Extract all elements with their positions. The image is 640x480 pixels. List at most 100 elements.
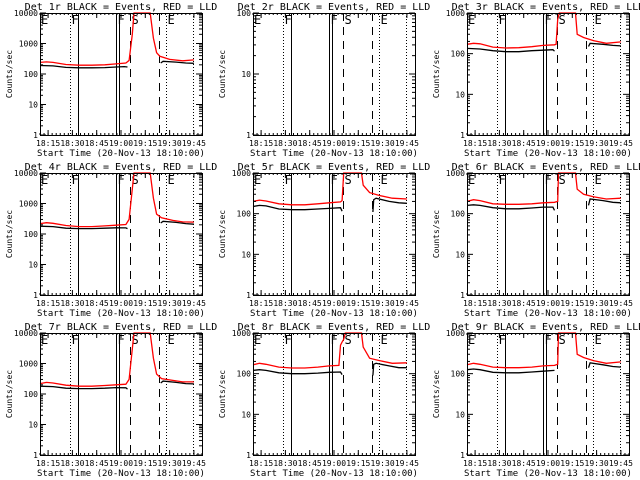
y-tick-label: 1 [460, 131, 465, 140]
x-axis-title: Start Time (20-Nov-13 18:10:00) [464, 469, 632, 479]
series-line-events [466, 198, 621, 211]
y-tick-label: 10 [241, 250, 251, 259]
x-axis-title: Start Time (20-Nov-13 18:10:00) [37, 309, 205, 319]
plot-title: Det 6r BLACK = Events, RED = LLD [452, 162, 640, 173]
marker-label: F [499, 333, 506, 347]
y-tick-label: 1 [460, 451, 465, 460]
y-tick-label: 100 [24, 70, 39, 79]
x-tick-label: 18:30 [273, 459, 297, 468]
x-tick-label: 19:45 [609, 299, 633, 308]
y-axis-title: Counts/sec [218, 210, 227, 258]
series-line-events [252, 197, 407, 213]
y-tick-label: 1 [33, 291, 38, 300]
y-tick-label: 1000 [446, 329, 465, 338]
x-axis-title: Start Time (20-Nov-13 18:10:00) [37, 469, 205, 479]
x-tick-label: 19:45 [182, 459, 206, 468]
x-tick-label: 18:45 [85, 299, 109, 308]
series-line-lld [39, 332, 194, 387]
y-tick-label: 1000 [232, 329, 251, 338]
marker-label-start: E [468, 13, 475, 27]
series-line-lld [252, 172, 407, 206]
marker-label: F [499, 173, 506, 187]
x-tick-label: 19:30 [371, 299, 395, 308]
x-tick-label: 19:15 [346, 459, 370, 468]
x-tick-label: 19:30 [585, 459, 609, 468]
x-tick-label: 19:30 [158, 299, 182, 308]
series-line-lld [39, 172, 194, 228]
x-tick-label: 18:30 [60, 139, 84, 148]
series-line-events [39, 220, 194, 230]
y-tick-label: 100 [24, 230, 39, 239]
y-tick-label: 10 [455, 410, 465, 419]
x-tick-label: 19:00 [322, 459, 346, 468]
y-tick-label: 100 [451, 210, 466, 219]
y-tick-label: 1000 [446, 169, 465, 178]
marker-label: F [72, 173, 79, 187]
x-tick-label: 19:15 [133, 299, 157, 308]
x-tick-label: 19:00 [109, 139, 133, 148]
y-tick-label: 10 [28, 101, 38, 110]
plot-frame [467, 333, 630, 456]
y-tick-label: 1000 [19, 360, 38, 369]
x-tick-label: 18:30 [487, 299, 511, 308]
marker-label: S [132, 173, 139, 187]
plot-title: Det 8r BLACK = Events, RED = LLD [238, 322, 431, 333]
x-tick-label: 18:15 [36, 139, 60, 148]
marker-label: F [331, 13, 338, 27]
series-line-events [466, 362, 621, 374]
x-tick-label: 18:45 [85, 139, 109, 148]
y-tick-label: 1 [246, 131, 251, 140]
marker-label-start: E [468, 173, 475, 187]
plot-frame [467, 13, 630, 136]
x-tick-label: 19:15 [133, 459, 157, 468]
marker-label-start: E [468, 333, 475, 347]
series-line-lld [466, 172, 621, 205]
x-tick-label: 19:45 [182, 139, 206, 148]
marker-label: E [381, 173, 388, 187]
marker-label: F [72, 333, 79, 347]
marker-label: S [559, 13, 566, 27]
y-tick-label: 1 [246, 451, 251, 460]
x-tick-label: 19:45 [395, 139, 419, 148]
marker-label: E [381, 13, 388, 27]
y-tick-label: 1000 [19, 40, 38, 49]
y-axis-title: Counts/sec [432, 50, 441, 98]
marker-label: S [132, 333, 139, 347]
x-tick-label: 18:15 [249, 299, 273, 308]
marker-label-start: E [254, 13, 261, 27]
marker-label: F [545, 173, 552, 187]
x-tick-label: 18:30 [273, 299, 297, 308]
x-tick-label: 18:15 [249, 459, 273, 468]
marker-label: S [345, 333, 352, 347]
plot-title: Det 9r BLACK = Events, RED = LLD [452, 322, 640, 333]
marker-label-start: E [254, 333, 261, 347]
marker-label: F [118, 333, 125, 347]
x-tick-label: 18:45 [298, 299, 322, 308]
series-line-lld [252, 332, 407, 369]
marker-label: F [331, 333, 338, 347]
series-line-lld [466, 332, 621, 369]
marker-label: F [331, 173, 338, 187]
plot-title: Det 2r BLACK = Events, RED = LLD [238, 2, 431, 13]
x-axis-title: Start Time (20-Nov-13 18:10:00) [464, 149, 632, 159]
x-tick-label: 18:45 [298, 139, 322, 148]
x-tick-label: 19:30 [158, 139, 182, 148]
x-tick-label: 18:15 [36, 459, 60, 468]
marker-label-start: E [41, 13, 48, 27]
x-tick-label: 19:30 [585, 139, 609, 148]
x-tick-label: 18:30 [60, 459, 84, 468]
y-tick-label: 10000 [14, 169, 38, 178]
x-tick-label: 19:30 [158, 459, 182, 468]
y-tick-label: 10 [455, 250, 465, 259]
marker-label: F [285, 173, 292, 187]
plot-frame [467, 173, 630, 296]
x-tick-label: 19:30 [585, 299, 609, 308]
marker-label: F [545, 333, 552, 347]
x-tick-label: 19:00 [322, 139, 346, 148]
y-tick-label: 10 [455, 90, 465, 99]
